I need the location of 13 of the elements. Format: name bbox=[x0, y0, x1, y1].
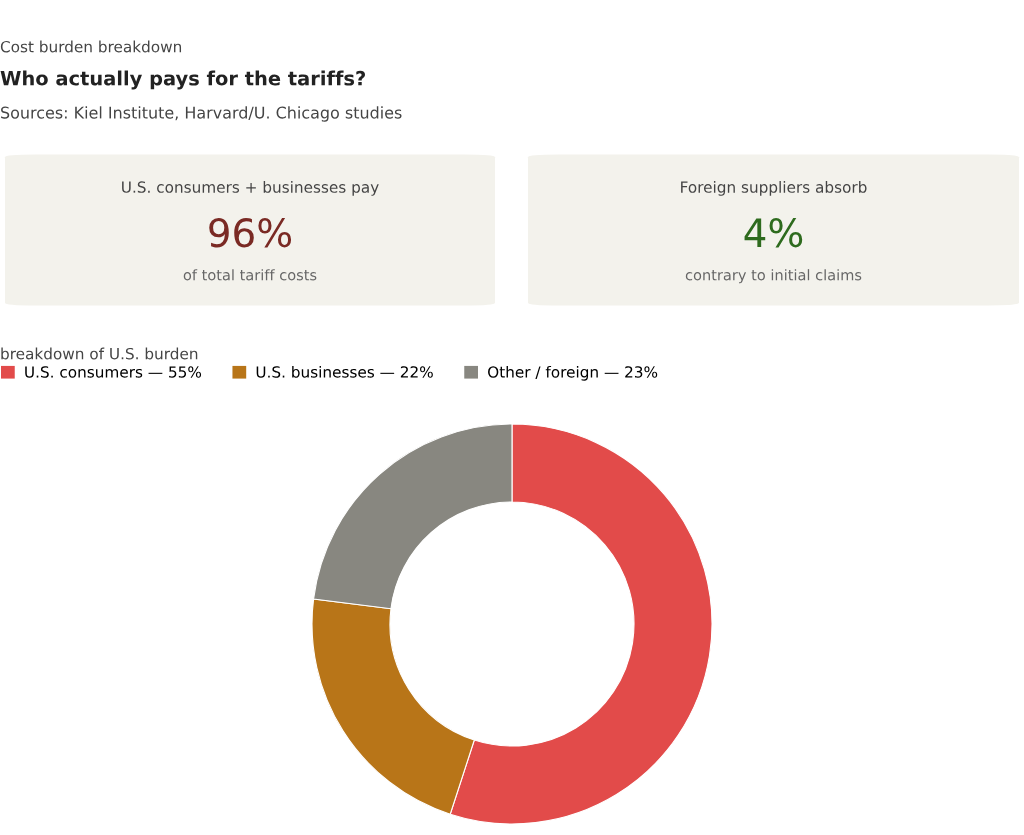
legend-label: Other / foreign — 23% bbox=[488, 365, 658, 381]
legend-label: U.S. businesses — 22% bbox=[256, 365, 433, 378]
legend-label: U.S. consumers — 55% bbox=[25, 366, 202, 378]
text: Cost burden breakdown bbox=[0, 40, 182, 53]
text: contrary to initial claims bbox=[685, 269, 862, 284]
chart-title: breakdown of U.S. burden bbox=[1, 347, 198, 360]
text: U.S. consumers + businesses pay bbox=[122, 181, 379, 196]
text: Who actually pays for the tariffs? bbox=[0, 70, 365, 90]
text: 96% bbox=[209, 218, 292, 248]
text: 4% bbox=[744, 218, 803, 248]
source-note: Sources: Kiel Institute, Harvard/U. Chicago studies bbox=[1, 106, 402, 122]
text: of total tariff costs bbox=[183, 269, 317, 281]
text: Foreign suppliers absorb bbox=[681, 181, 867, 196]
